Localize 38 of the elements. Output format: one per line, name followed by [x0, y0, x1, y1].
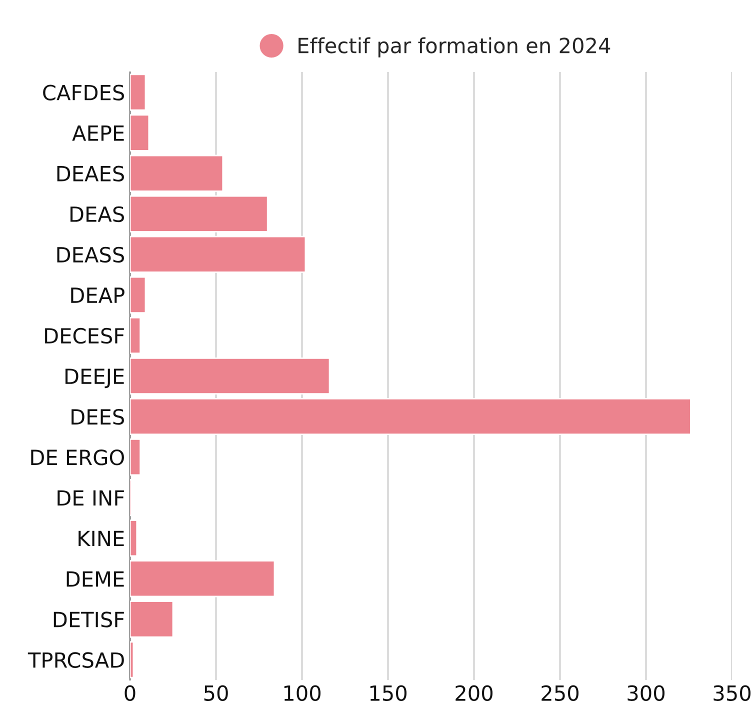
bar [130, 600, 174, 638]
bar [130, 357, 330, 395]
y-tick-label: DETISF [54, 612, 124, 628]
y-tick-label: CAFDES [43, 84, 124, 100]
bar [130, 641, 134, 678]
bar [130, 398, 692, 436]
bar [130, 236, 306, 273]
y-tick-label: DEES [72, 408, 124, 425]
x-tick-label: 200 [456, 685, 492, 701]
y-tick-label: DEASS [57, 246, 124, 263]
x-tick-label: 150 [370, 685, 406, 701]
y-tick-label: DEME [66, 571, 124, 587]
x-tick-label: 250 [542, 685, 578, 701]
bar [130, 438, 142, 476]
bar [130, 154, 224, 192]
y-tick-label: DEEJE [66, 368, 124, 388]
x-tick-label: 0 [124, 685, 136, 701]
bar [130, 560, 276, 598]
y-tick-label: AEPE [72, 126, 124, 141]
bar [130, 195, 268, 232]
y-tick-label: DE INF [58, 490, 124, 506]
x-tick-label: 50 [204, 685, 228, 701]
bar [130, 520, 138, 557]
y-tick-label: DEAS [70, 206, 124, 222]
bar [130, 74, 146, 111]
x-tick-label: 300 [628, 685, 664, 701]
bar [130, 114, 150, 152]
legend-label: Effectif par formation en 2024 [298, 37, 610, 58]
bar [130, 316, 142, 354]
x-tick-label: 350 [714, 685, 750, 701]
y-tick-label: DE ERGO [31, 450, 124, 466]
y-tick-label: DEAES [57, 166, 124, 182]
x-tick-label: 100 [284, 685, 320, 701]
y-tick-label: KINE [78, 530, 124, 546]
y-tick-label: DECESF [45, 328, 124, 344]
y-tick-label: DEAP [71, 288, 124, 303]
y-tick-label: TPRCSAD [28, 652, 124, 668]
bar [130, 276, 146, 314]
